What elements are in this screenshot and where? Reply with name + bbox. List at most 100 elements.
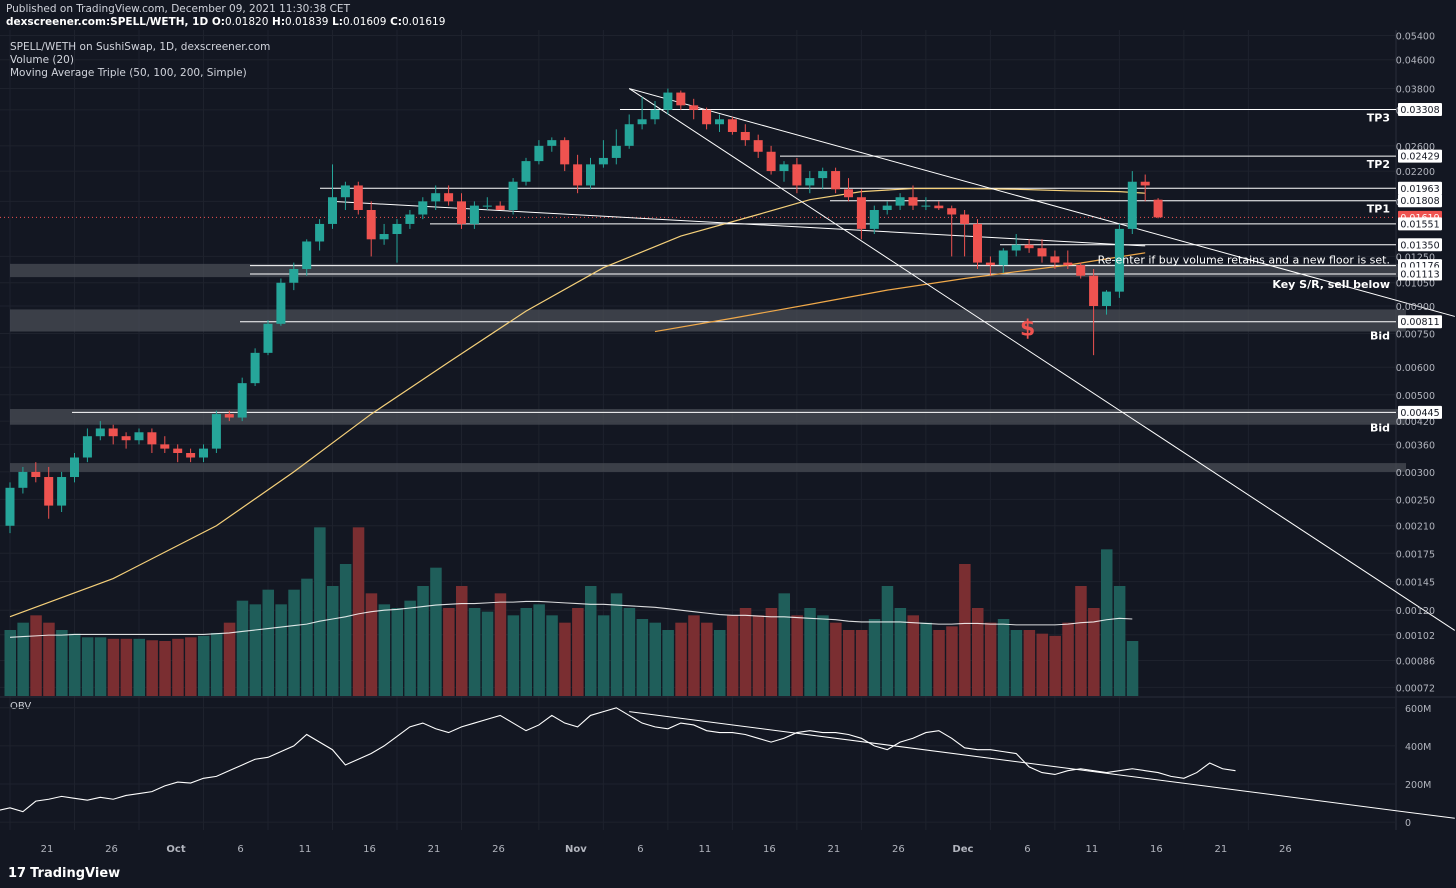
price-tag-label: 0.02429 <box>1400 152 1439 163</box>
candle-body <box>186 452 196 458</box>
dollar-annotation: $ <box>1020 317 1035 342</box>
volume-bar <box>572 608 584 696</box>
candle-body <box>160 444 170 449</box>
candle-body <box>805 178 815 186</box>
candle-body <box>727 119 737 132</box>
y-tick-label: 0.02200 <box>1396 167 1435 178</box>
x-tick-label: 26 <box>492 844 505 855</box>
ma50-line <box>9 187 1146 618</box>
volume-bar <box>365 593 378 696</box>
y-tick-label: 0.03800 <box>1396 85 1435 96</box>
x-tick-label: 26 <box>1279 844 1292 855</box>
x-tick-label: Dec <box>952 844 973 855</box>
candle-body <box>1153 199 1163 218</box>
y-tick-label: 0.02600 <box>1396 142 1435 153</box>
candle-body <box>650 109 660 120</box>
candle-body <box>960 214 970 224</box>
volume-bar <box>107 638 120 696</box>
volume-bar <box>868 619 881 696</box>
volume-bar <box>1075 586 1087 696</box>
candle-body <box>469 205 479 224</box>
y-tick-label: 0.00420 <box>1396 417 1435 428</box>
candle-body <box>1102 291 1111 307</box>
candle-body <box>302 241 312 270</box>
candle-body <box>1089 275 1099 307</box>
x-tick-label: 6 <box>1024 844 1030 855</box>
volume-bar <box>301 578 313 696</box>
candle-body <box>534 145 544 162</box>
legend-symbol: SPELL/WETH on SushiSwap, 1D, dexscreener… <box>10 41 270 53</box>
volume-bar <box>262 589 274 696</box>
volume-bar <box>636 619 649 696</box>
x-tick-label: 21 <box>828 844 841 855</box>
volume-bar <box>17 622 29 696</box>
support-zone-1 <box>10 309 1406 332</box>
candle-body <box>482 205 492 207</box>
volume-bar <box>675 622 687 696</box>
candle-body <box>457 201 466 224</box>
y-tick-label: 0.00210 <box>1396 522 1435 533</box>
candle-body <box>676 92 686 106</box>
x-tick-label: Nov <box>565 844 587 855</box>
candle-body <box>1011 244 1021 251</box>
price-tag-box <box>1398 217 1442 231</box>
candle-body <box>1037 248 1047 257</box>
volume-bar <box>662 630 674 696</box>
candle-body <box>947 208 957 215</box>
obv-tick-label: 200M <box>1405 780 1431 791</box>
candle-body <box>908 197 918 206</box>
volume-bar <box>275 604 287 696</box>
volume-bar <box>559 622 571 696</box>
published-line: Published on TradingView.com, December 0… <box>6 3 350 15</box>
volume-bar <box>417 586 429 696</box>
x-tick-label: 26 <box>892 844 905 855</box>
volume-bar <box>520 608 532 696</box>
volume-bar <box>933 630 945 696</box>
trendline-1 <box>628 88 1456 631</box>
price-chart[interactable]: TP3 TP2 TP1 Re-enter if buy volume retains … <box>0 30 1456 858</box>
candle-body <box>173 448 183 453</box>
volume-bar <box>972 608 984 696</box>
trendline-2 <box>332 200 1146 247</box>
y-tick-label: 0.00900 <box>1396 302 1435 313</box>
candle-body <box>844 189 853 198</box>
candle-body <box>108 428 118 437</box>
candle-body <box>547 140 557 146</box>
x-tick-label: 11 <box>299 844 312 855</box>
x-tick-label: 21 <box>41 844 54 855</box>
volume-bar <box>314 527 326 696</box>
obv-label: OBV <box>10 701 31 712</box>
volume-bar <box>546 615 558 696</box>
volume-bar <box>778 593 790 696</box>
level-annotation-tp1: TP1 <box>1367 203 1390 216</box>
y-tick-label: 0.00600 <box>1396 363 1435 374</box>
volume-bar <box>404 600 416 696</box>
volume-bar <box>456 586 468 696</box>
ohlc-l: L:0.01609 <box>328 16 387 28</box>
candle-body <box>405 214 415 224</box>
price-tag-box <box>1398 405 1442 419</box>
volume-bar <box>430 567 442 696</box>
x-tick-label: 26 <box>105 844 118 855</box>
volume-bar <box>739 608 752 696</box>
price-tag-box <box>1398 149 1442 163</box>
obv-line <box>0 707 1236 813</box>
candle-body <box>895 197 905 206</box>
price-tag-box <box>1398 267 1442 281</box>
volume-bar <box>610 593 623 696</box>
obv-tick-label: 400M <box>1405 742 1431 753</box>
candle-body <box>1114 228 1124 292</box>
candle-body <box>973 223 982 263</box>
volume-bar <box>339 564 352 696</box>
y-tick-label: 0.00175 <box>1396 549 1435 560</box>
y-tick-label: 0.00102 <box>1396 631 1435 642</box>
candle-body <box>431 193 441 202</box>
chart-footer: 17 TradingView <box>0 858 1456 888</box>
candle-body <box>237 383 247 418</box>
candle-body <box>508 181 518 210</box>
candle-body <box>818 171 828 179</box>
candle-body <box>366 209 376 240</box>
y-tick-label: 0.00086 <box>1396 657 1435 668</box>
volume-bar <box>726 615 739 696</box>
candle-body <box>211 414 221 449</box>
